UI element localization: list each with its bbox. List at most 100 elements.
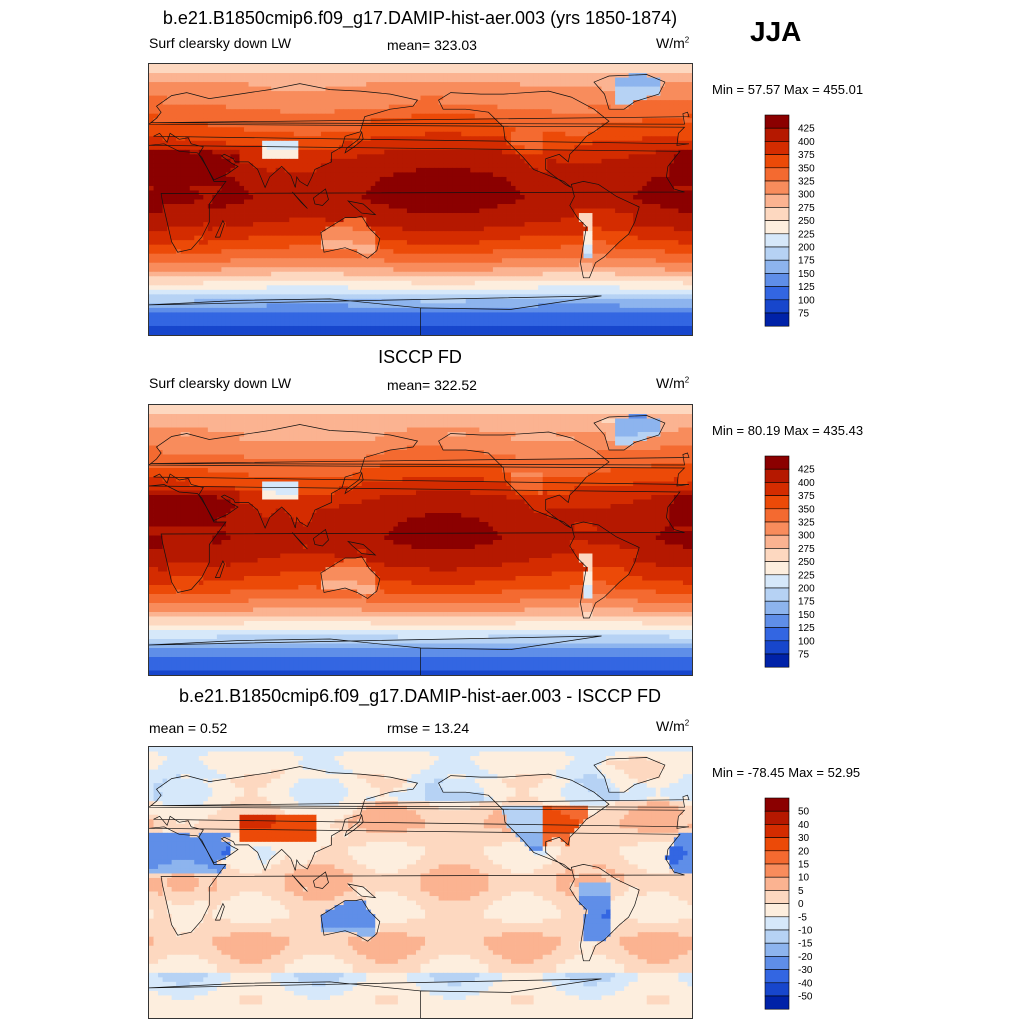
map-cell (361, 213, 367, 218)
map-cell (234, 100, 240, 106)
map-cell (216, 231, 222, 237)
map-cell (248, 172, 254, 178)
map-cell (533, 145, 539, 151)
map-cell (149, 86, 154, 92)
map-cell (606, 235, 611, 241)
map-cell (610, 82, 616, 87)
map-cell (678, 199, 684, 205)
map-cell (275, 163, 281, 169)
map-cell (687, 217, 692, 223)
map-cell (325, 131, 331, 137)
map-cell (357, 172, 363, 178)
map-cell (583, 100, 589, 106)
map-cell (655, 194, 661, 200)
map-cell (379, 249, 385, 255)
map-cell (447, 199, 453, 205)
map-cell (474, 235, 480, 241)
map-cell (203, 235, 209, 241)
map-cell (533, 199, 539, 205)
map-cell (379, 185, 385, 191)
map-cell (492, 154, 498, 160)
map-cell (352, 240, 358, 246)
map-cell (565, 199, 571, 205)
map-cell (506, 68, 512, 74)
map-cell (334, 109, 340, 115)
map-cell (565, 231, 571, 237)
map-cell (483, 145, 489, 151)
map-cell (352, 104, 358, 110)
map-cell (592, 64, 598, 69)
map-cell (488, 208, 494, 214)
map-cell (425, 140, 430, 146)
map-cell (569, 213, 575, 218)
map-cell (253, 217, 259, 223)
map-cell (642, 64, 648, 69)
map-cell (456, 158, 462, 164)
map-cell (225, 104, 231, 110)
map-cell (474, 140, 480, 146)
map-cell (198, 222, 204, 227)
map-cell (388, 64, 394, 69)
map-cell (483, 235, 489, 241)
map-cell (339, 109, 344, 115)
map-cell (189, 77, 195, 83)
map-cell (397, 213, 403, 218)
map-cell (551, 91, 557, 97)
map-cell (682, 222, 688, 227)
map-cell (547, 194, 553, 200)
map-cell (289, 194, 295, 200)
map-cell (384, 104, 390, 110)
map-cell (203, 100, 209, 106)
map-cell (461, 140, 467, 146)
map-cell (452, 249, 458, 255)
map-cell (606, 158, 611, 164)
panel-1-map (148, 63, 693, 336)
map-cell (606, 240, 611, 246)
map-cell (406, 244, 412, 250)
map-cell (212, 73, 218, 78)
map-cell (673, 122, 679, 128)
map-cell (167, 235, 173, 241)
map-cell (560, 208, 566, 214)
map-cell (171, 226, 177, 232)
map-cell (682, 172, 688, 178)
map-cell (366, 194, 372, 200)
map-cell (452, 113, 458, 119)
map-cell (633, 95, 639, 101)
map-cell (560, 204, 566, 209)
map-cell (511, 77, 516, 83)
map-cell (379, 172, 385, 178)
map-cell (606, 127, 611, 133)
map-cell (393, 149, 399, 155)
map-cell (370, 167, 376, 173)
map-cell (569, 82, 575, 87)
map-cell (642, 104, 648, 110)
map-cell (171, 217, 177, 223)
map-cell (180, 249, 186, 255)
map-cell (343, 222, 349, 227)
map-cell (402, 77, 408, 83)
map-cell (379, 68, 385, 74)
map-cell (560, 91, 566, 97)
map-cell (660, 204, 666, 209)
map-cell (234, 194, 240, 200)
map-cell (483, 100, 489, 106)
map-cell (642, 194, 648, 200)
map-cell (171, 222, 177, 227)
map-cell (438, 104, 444, 110)
map-cell (673, 104, 679, 110)
map-cell (352, 82, 358, 87)
map-cell (402, 145, 408, 151)
map-cell (633, 118, 639, 124)
map-cell (601, 82, 607, 87)
map-cell (492, 199, 498, 205)
map-cell (167, 127, 173, 133)
map-cell (316, 131, 322, 137)
map-cell (171, 145, 177, 151)
map-cell (624, 122, 630, 128)
map-cell (284, 113, 290, 119)
map-cell (320, 240, 326, 246)
map-cell (280, 127, 286, 133)
map-cell (375, 204, 381, 209)
map-cell (234, 222, 240, 227)
